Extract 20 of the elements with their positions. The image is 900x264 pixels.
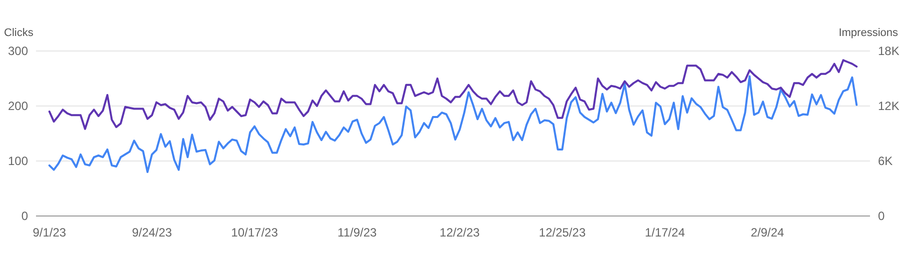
y-tick-label: 100 xyxy=(8,154,28,168)
line-series xyxy=(48,75,858,173)
line-series xyxy=(48,59,858,130)
y2-tick-label: 18K xyxy=(878,44,900,58)
y-tick-label: 0 xyxy=(21,208,28,223)
y-tick-label: 200 xyxy=(8,98,28,113)
x-tick-label: 9/24/23 xyxy=(132,226,172,240)
x-tick-label: 11/9/23 xyxy=(338,226,378,240)
y2-tick-label: 6K xyxy=(878,154,893,168)
y2-axis-title: Impressions xyxy=(838,27,898,39)
y-tick-label: 300 xyxy=(8,44,28,58)
y2-tick-label: 12K xyxy=(878,98,900,113)
x-tick-label: 2/9/24 xyxy=(750,226,784,240)
x-tick-label: 10/17/23 xyxy=(231,226,278,240)
y-axis-title: Clicks xyxy=(4,27,34,39)
x-tick-label: 9/1/23 xyxy=(32,226,66,240)
x-tick-label: 12/25/23 xyxy=(538,226,586,240)
y2-tick-label: 0 xyxy=(878,208,885,223)
x-tick-label: 12/2/23 xyxy=(440,226,480,240)
x-tick-label: 1/17/24 xyxy=(644,226,686,240)
